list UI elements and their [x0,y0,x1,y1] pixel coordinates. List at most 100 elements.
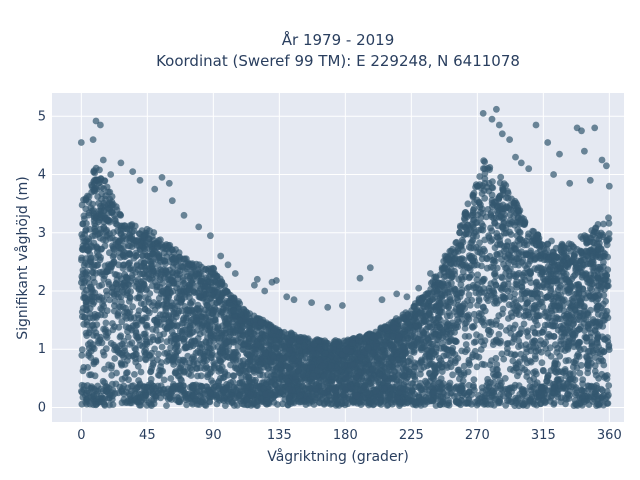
data-point [477,208,484,216]
data-point [417,370,424,378]
data-point [103,287,110,295]
data-point [202,362,210,370]
data-point [108,193,116,200]
data-point [540,367,547,375]
data-point [504,340,512,347]
data-point [309,364,316,371]
data-point [479,315,487,323]
data-point [221,303,228,311]
data-point [209,274,217,281]
data-point [542,312,550,320]
data-point [516,241,523,248]
data-point [300,363,308,371]
data-point [504,280,512,288]
data-point [491,244,499,252]
data-point [600,348,608,356]
data-point [478,289,485,296]
data-point [498,350,506,358]
data-point [577,233,585,241]
data-point [240,357,247,365]
data-point [167,299,175,307]
data-point [594,245,602,253]
data-point [471,347,479,355]
data-point [244,350,252,358]
data-point [488,191,496,199]
data-point [577,300,585,307]
data-point [427,343,435,351]
data-point [194,372,201,380]
data-point [481,175,489,183]
data-point [112,380,120,388]
data-point [83,332,91,339]
data-point [563,338,571,346]
data-point [466,361,474,369]
data-point [157,236,164,244]
data-point [564,346,572,353]
data-point [119,265,127,272]
data-point [201,282,209,290]
data-point [310,340,317,348]
data-point [465,283,473,291]
data-point [139,342,147,350]
data-point [314,367,321,374]
data-point [600,263,607,271]
data-point [116,210,124,218]
data-point [481,158,489,166]
data-point [223,315,230,322]
data-point [477,201,484,209]
data-point [459,268,467,276]
data-point [478,310,485,318]
data-point [80,196,87,204]
data-point [167,375,175,382]
data-point [190,355,198,363]
data-point [547,287,555,295]
data-point [568,339,576,347]
data-point [500,355,508,363]
data-point [600,336,608,343]
data-point [577,248,585,256]
data-point [390,368,398,375]
data-point [473,363,481,371]
data-point [577,361,585,369]
data-point [418,340,426,348]
data-point [105,278,112,286]
data-point [269,366,276,374]
data-point [129,266,136,274]
data-point [518,278,525,285]
data-point [461,333,469,340]
data-point [515,343,522,351]
data-point [512,245,520,253]
data-point [539,268,547,276]
data-point [142,273,150,280]
data-point [488,236,496,244]
data-point [579,380,586,388]
data-point [563,278,571,286]
data-point [132,358,140,366]
data-point [570,273,577,280]
data-point [83,318,91,326]
data-point [159,266,167,273]
data-point [129,228,136,236]
data-point [251,346,259,353]
data-point [109,326,117,334]
data-point [578,269,586,277]
data-point [302,348,310,356]
data-point [488,196,496,204]
data-point [448,271,455,278]
data-point [278,367,285,375]
data-point [222,321,230,329]
data-point [591,362,599,370]
data-point [516,219,523,226]
data-point [518,364,526,372]
data-point [449,371,456,379]
data-point [252,322,259,329]
data-point [399,365,407,373]
data-point [569,331,576,338]
data-point [588,285,595,293]
data-point [583,248,590,256]
data-point [101,242,109,250]
data-point [309,372,317,380]
data-point [83,220,90,227]
data-point [515,304,523,311]
data-point [433,290,440,298]
